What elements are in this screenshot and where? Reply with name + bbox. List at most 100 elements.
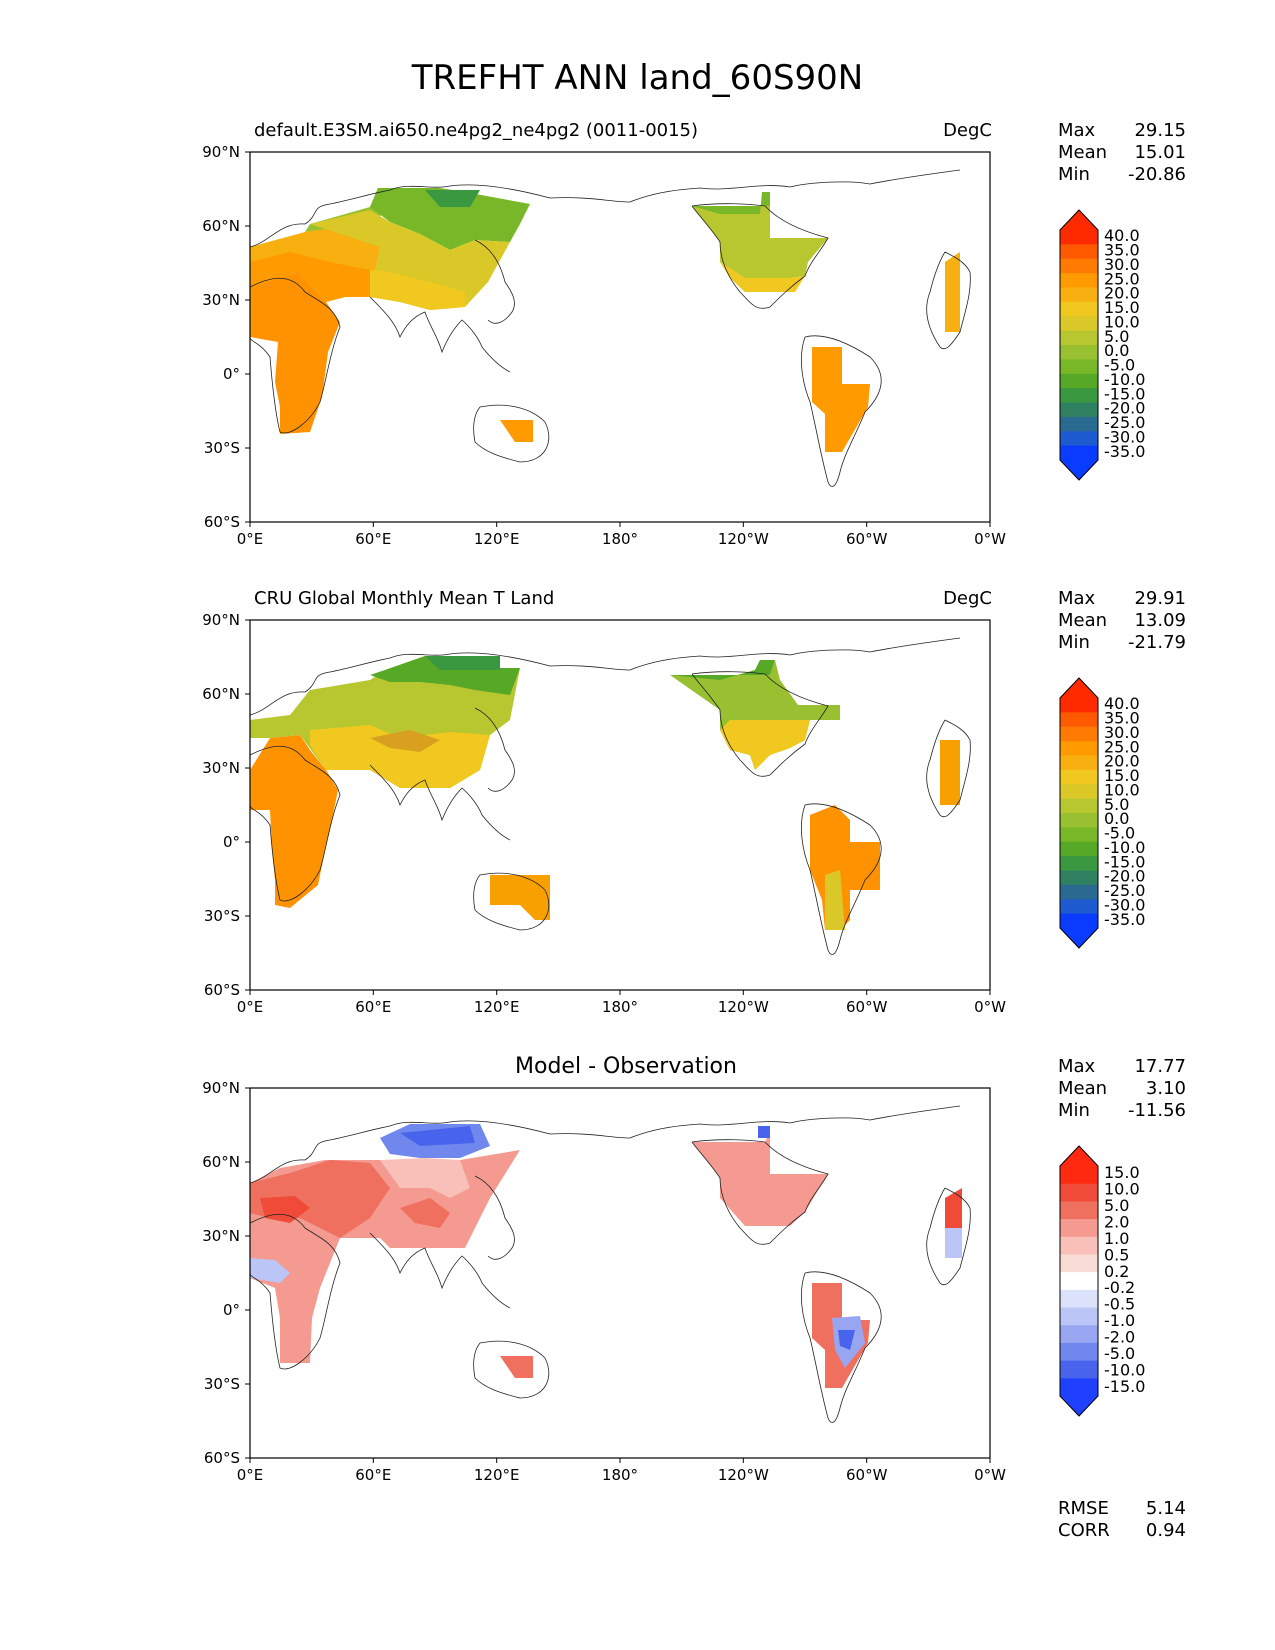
colorbar-segment	[1060, 1272, 1098, 1291]
colorbar-segment	[1060, 1307, 1098, 1326]
colorbar-label: 15.0	[1104, 766, 1140, 785]
colorbar-segment	[1060, 1325, 1098, 1344]
rmse-label: RMSE	[1058, 1498, 1109, 1519]
x-tick: 60°W	[846, 1466, 888, 1484]
colorbar-label: -35.0	[1104, 442, 1145, 461]
colorbar-label: 0.0	[1104, 341, 1129, 360]
colorbar-segment	[1060, 1360, 1098, 1379]
colorbar-label: 30.0	[1104, 255, 1140, 274]
colorbar-segment	[1060, 856, 1098, 871]
map-frame	[249, 1087, 991, 1459]
y-tick: 60°S	[204, 981, 240, 999]
colorbar-label: -10.0	[1104, 838, 1145, 857]
colorbar-label: -20.0	[1104, 399, 1145, 418]
colorbar-label: -35.0	[1104, 910, 1145, 929]
stat-value: -11.56	[1127, 1100, 1186, 1121]
footer-stats: RMSE 5.14 CORR 0.94	[1058, 1498, 1186, 1542]
stat-label: Max	[1058, 120, 1096, 141]
x-axis: 0°E 60°E 120°E 180° 120°W 60°W 0°W	[237, 1458, 1006, 1484]
colorbar-label: 30.0	[1104, 723, 1140, 742]
colorbar-label: 20.0	[1104, 752, 1140, 771]
x-tick: 60°E	[355, 1466, 391, 1484]
rmse-value: 5.14	[1145, 1498, 1186, 1519]
colorbar-label: 0.5	[1104, 1245, 1129, 1264]
x-tick: 0°W	[974, 998, 1006, 1016]
stat-value: 15.01	[1134, 142, 1186, 163]
colorbar-label: 10.0	[1104, 780, 1140, 799]
panel-title: default.E3SM.ai650.ne4pg2_ne4pg2 (0011-0…	[254, 120, 699, 141]
colorbar-segment	[1060, 1378, 1098, 1397]
colorbar-label: -5.0	[1104, 1344, 1135, 1363]
colorbar-extend-max	[1060, 210, 1098, 230]
y-tick: 30°S	[204, 1375, 240, 1393]
panel-difference: Model - Observation	[0, 1054, 1275, 1558]
panel-title: Model - Observation	[515, 1054, 737, 1079]
colorbar-segment	[1060, 755, 1098, 771]
x-tick: 0°E	[237, 530, 264, 548]
colorbar-label: 35.0	[1104, 709, 1140, 728]
x-tick: 180°	[602, 530, 638, 548]
stat-label: Mean	[1058, 1078, 1108, 1099]
panel-model: default.E3SM.ai650.ne4pg2_ne4pg2 (0011-0…	[0, 120, 1275, 622]
colorbar: 15.010.05.02.01.00.50.2-0.2-0.5-1.0-2.0-…	[1059, 1145, 1145, 1417]
colorbar-segment	[1060, 784, 1098, 800]
x-tick: 0°E	[237, 998, 264, 1016]
colorbar-segment	[1060, 1166, 1098, 1185]
stats-box: Max 29.91 Mean 13.09 Min -21.79	[1058, 588, 1186, 654]
y-tick: 90°N	[202, 1079, 240, 1097]
colorbar-segment	[1060, 1183, 1098, 1202]
colorbar-label: -0.2	[1104, 1278, 1135, 1297]
colorbar-label: -20.0	[1104, 867, 1145, 886]
y-tick: 30°N	[202, 759, 240, 777]
y-tick: 0°	[223, 833, 240, 851]
colorbar-label: -15.0	[1104, 1377, 1145, 1396]
colorbar-outline	[1059, 209, 1099, 481]
colorbar-segment	[1060, 827, 1098, 843]
map-difference: 90°N 60°N 30°N 0° 30°S 60°S 0°E 60°E 120…	[202, 1079, 1006, 1484]
colorbar-segment	[1060, 870, 1098, 886]
colorbar-outline	[1059, 1145, 1099, 1417]
colorbar-segment	[1060, 373, 1098, 389]
y-tick: 60°N	[202, 217, 240, 235]
y-tick: 30°S	[204, 907, 240, 925]
y-tick: 30°S	[204, 439, 240, 457]
colorbar-segment	[1060, 445, 1098, 461]
colorbar-segment	[1060, 244, 1098, 260]
x-tick: 120°W	[718, 1466, 769, 1484]
stats-box: Max 17.77 Mean 3.10 Min -11.56	[1058, 1056, 1186, 1122]
x-tick: 60°E	[355, 530, 391, 548]
map-frame	[249, 619, 991, 991]
colorbar-outline	[1059, 677, 1099, 949]
colorbar-segment	[1060, 884, 1098, 900]
colorbar-label: -15.0	[1104, 852, 1145, 871]
model-temperature-field	[250, 188, 960, 452]
figure-title: TREFHT ANN land_60S90N	[411, 58, 864, 98]
colorbar-label: -30.0	[1104, 895, 1145, 914]
stat-label: Min	[1058, 164, 1090, 185]
colorbar-label: 40.0	[1104, 226, 1140, 245]
colorbar-label: -5.0	[1104, 356, 1135, 375]
colorbar-label: -10.0	[1104, 370, 1145, 389]
stat-value: 13.09	[1134, 610, 1186, 631]
colorbar-label: 15.0	[1104, 298, 1140, 317]
colorbar-label: -25.0	[1104, 881, 1145, 900]
map-model: 90°N 60°N 30°N 0° 30°S 60°S 0°E 60°E 120…	[202, 143, 1006, 548]
colorbar-label: 35.0	[1104, 241, 1140, 260]
y-tick: 90°N	[202, 611, 240, 629]
colorbar-segment	[1060, 899, 1098, 915]
colorbar-label: 20.0	[1104, 284, 1140, 303]
stat-label: Min	[1058, 632, 1090, 653]
stat-value: 29.91	[1134, 588, 1186, 609]
colorbar-label: -2.0	[1104, 1328, 1135, 1347]
colorbar-segment	[1060, 1219, 1098, 1238]
colorbar-label: 40.0	[1104, 694, 1140, 713]
colorbar-segment	[1060, 813, 1098, 828]
x-tick: 0°W	[974, 530, 1006, 548]
stat-value: 29.15	[1134, 120, 1186, 141]
colorbar-segment	[1060, 769, 1098, 785]
stat-value: 3.10	[1145, 1078, 1186, 1099]
colorbar-label: 10.0	[1104, 312, 1140, 331]
colorbar-segment	[1060, 1201, 1098, 1220]
observation-temperature-field	[250, 656, 960, 930]
colorbar-label: -25.0	[1104, 413, 1145, 432]
